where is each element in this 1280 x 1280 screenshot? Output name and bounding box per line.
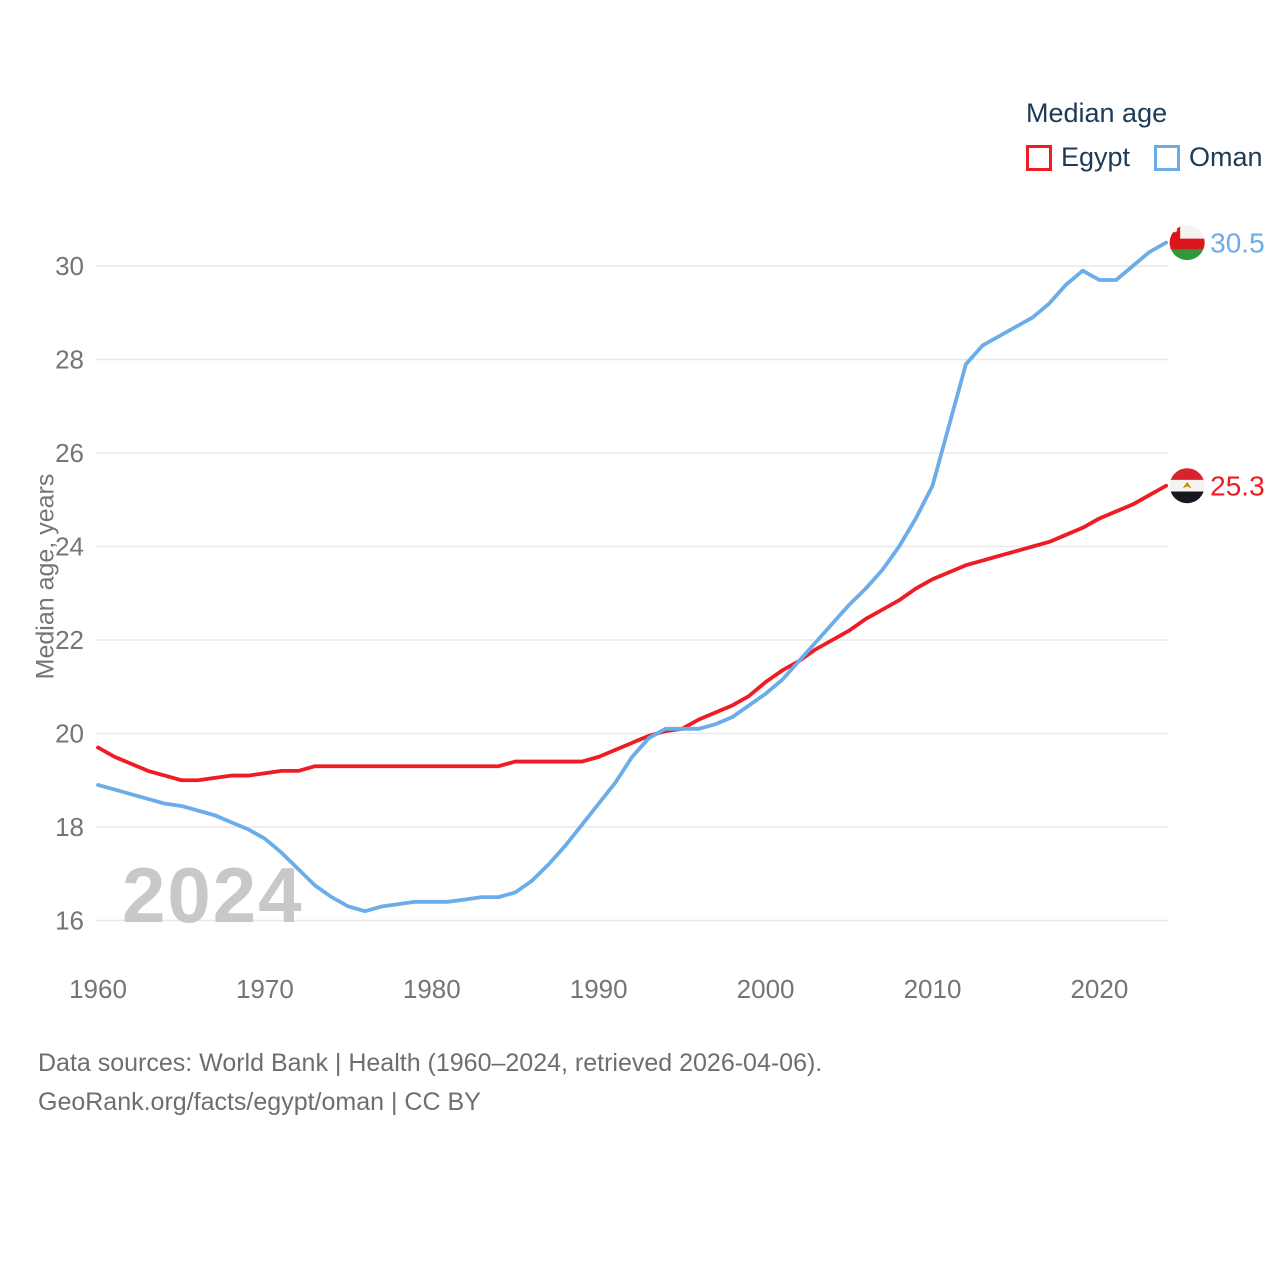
y-tick-label: 28 xyxy=(55,345,84,375)
egypt-swatch-icon xyxy=(1026,144,1052,171)
x-tick-label: 1960 xyxy=(69,974,127,1004)
legend: Median age Egypt Oman xyxy=(1026,98,1263,173)
x-tick-label: 2010 xyxy=(904,974,962,1004)
data-source-line: Data sources: World Bank | Health (1960–… xyxy=(38,1049,823,1077)
year-watermark: 2024 xyxy=(122,851,304,939)
y-tick-label: 16 xyxy=(55,906,84,936)
y-tick-label: 18 xyxy=(55,812,84,842)
oman-flag-icon xyxy=(1169,225,1205,261)
data-source-footer: Data sources: World Bank | Health (1960–… xyxy=(38,1044,822,1122)
y-tick-label: 26 xyxy=(55,438,84,468)
gridlines xyxy=(96,265,1169,922)
oman-endpoint-marker: 30.5 xyxy=(1169,225,1265,261)
y-tick-label: 22 xyxy=(55,625,84,655)
x-tick-label: 2000 xyxy=(737,974,795,1004)
legend-item-egypt-label: Egypt xyxy=(1061,142,1131,172)
oman-swatch-icon xyxy=(1154,144,1181,171)
x-tick-label: 1980 xyxy=(403,974,461,1004)
y-tick-label: 20 xyxy=(55,719,84,749)
legend-item-oman-label: Oman xyxy=(1189,142,1263,172)
y-axis-tick-labels: 16 18 20 22 24 26 28 30 xyxy=(55,251,84,936)
egypt-endpoint-marker: 25.3 xyxy=(1169,468,1265,504)
x-tick-label: 1990 xyxy=(570,974,628,1004)
egypt-end-value: 25.3 xyxy=(1210,471,1265,502)
y-axis-title: Median age, years xyxy=(31,473,60,680)
x-axis-tick-labels: 1960 1970 1980 1990 2000 2010 2020 xyxy=(69,974,1128,1004)
x-tick-label: 1970 xyxy=(236,974,294,1004)
legend-item-egypt[interactable]: Egypt xyxy=(1026,142,1130,173)
legend-title: Median age xyxy=(1026,98,1168,128)
attribution-line: GeoRank.org/facts/egypt/oman | CC BY xyxy=(38,1088,481,1116)
oman-line[interactable] xyxy=(96,240,1169,914)
egypt-line[interactable] xyxy=(96,483,1169,783)
y-tick-label: 24 xyxy=(55,532,84,562)
oman-end-value: 30.5 xyxy=(1210,228,1265,259)
series-lines xyxy=(96,240,1169,914)
legend-item-oman[interactable]: Oman xyxy=(1154,142,1263,173)
y-tick-label: 30 xyxy=(55,251,84,281)
x-tick-label: 2020 xyxy=(1070,974,1128,1004)
egypt-flag-icon xyxy=(1169,468,1205,504)
